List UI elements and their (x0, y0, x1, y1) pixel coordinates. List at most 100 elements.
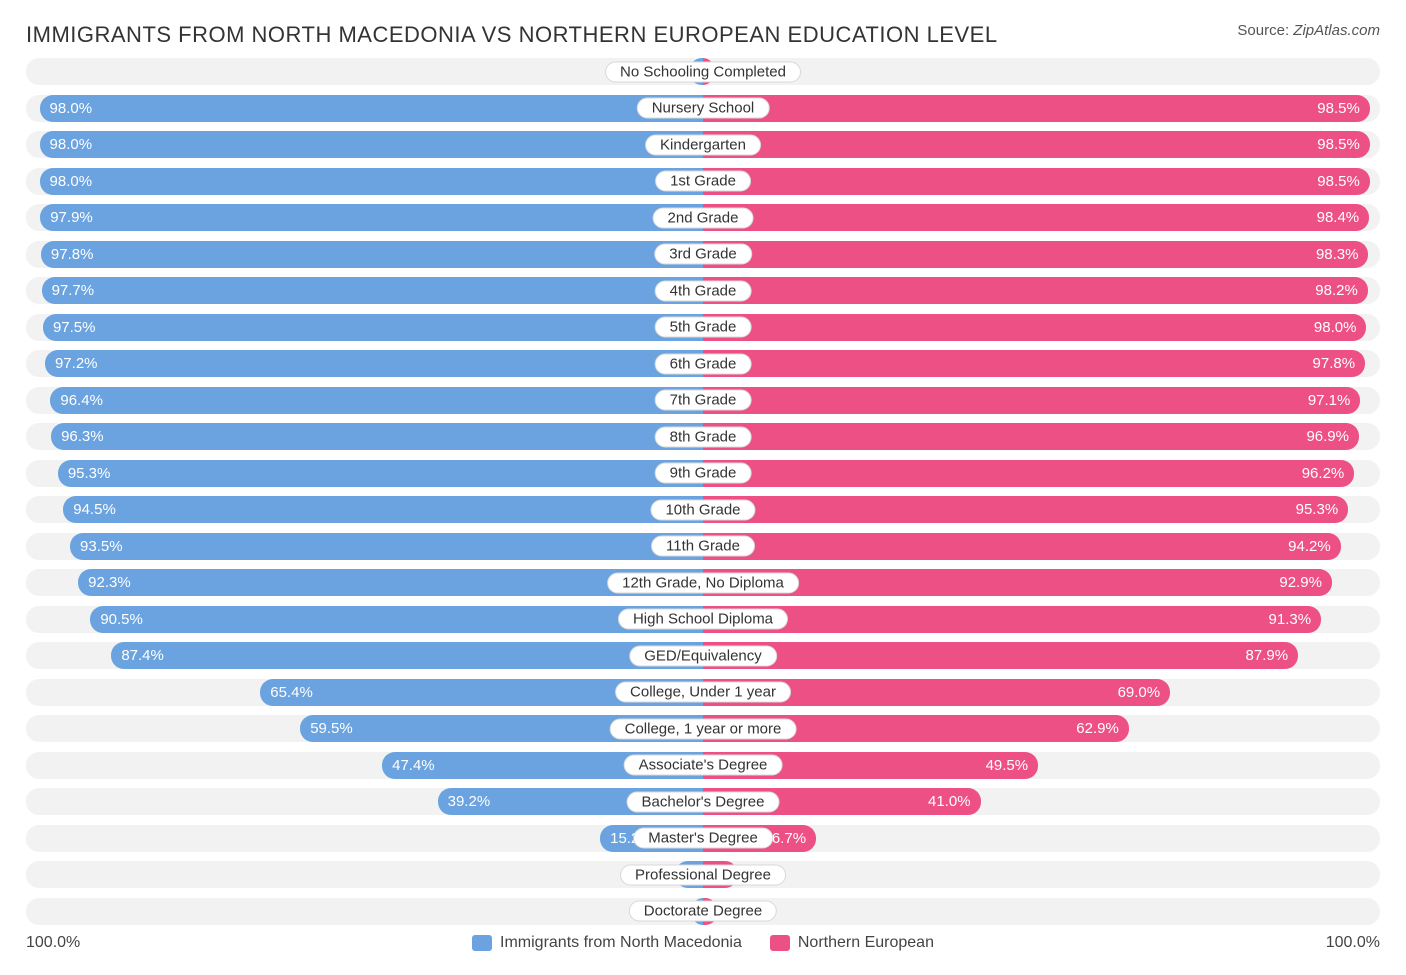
bar-right: 96.9% (703, 423, 1359, 450)
bar-left: 96.3% (51, 423, 703, 450)
bar-value-right: 91.3% (1269, 611, 1312, 628)
legend: Immigrants from North Macedonia Northern… (472, 934, 934, 952)
bar-value-left: 59.5% (310, 720, 353, 737)
row-label: College, 1 year or more (610, 718, 797, 739)
row-label: High School Diploma (618, 609, 788, 630)
row-label: Doctorate Degree (629, 901, 777, 922)
row-label: 12th Grade, No Diploma (607, 572, 799, 593)
bar-value-left: 90.5% (100, 611, 143, 628)
bar-value-right: 98.2% (1315, 282, 1358, 299)
chart-row: 59.5% 62.9% College, 1 year or more (26, 715, 1380, 742)
row-label: Master's Degree (633, 828, 773, 849)
chart-row: 97.2% 97.8% 6th Grade (26, 350, 1380, 377)
row-label: Associate's Degree (624, 755, 783, 776)
bar-value-right: 98.5% (1317, 173, 1360, 190)
source-label: Source: (1237, 22, 1293, 39)
bar-right: 96.2% (703, 460, 1354, 487)
legend-row: 100.0% Immigrants from North Macedonia N… (26, 934, 1380, 952)
bar-left: 94.5% (63, 496, 703, 523)
chart-row: 98.0% 98.5% 1st Grade (26, 168, 1380, 195)
bar-value-left: 97.8% (51, 246, 94, 263)
chart-row: 87.4%87.9%GED/Equivalency (26, 642, 1380, 669)
axis-left-max: 100.0% (26, 934, 80, 952)
bar-value-left: 93.5% (80, 538, 123, 555)
bar-value-left: 96.4% (60, 392, 103, 409)
chart-row: 96.4%97.1%7th Grade (26, 387, 1380, 414)
bar-value-right: 62.9% (1076, 720, 1119, 737)
chart-row: 39.2%41.0%Bachelor's Degree (26, 788, 1380, 815)
bar-right: 98.2% (703, 277, 1368, 304)
chart-row: 95.3% 96.2%9th Grade (26, 460, 1380, 487)
bar-left: 98.0% (40, 131, 703, 158)
bar-value-right: 98.4% (1317, 209, 1360, 226)
bar-right: 98.0% (703, 314, 1366, 341)
bar-value-right: 98.0% (1314, 319, 1357, 336)
row-label: 3rd Grade (654, 244, 752, 265)
bar-left: 98.0% (40, 168, 703, 195)
bar-value-left: 97.9% (50, 209, 93, 226)
legend-label-left: Immigrants from North Macedonia (500, 934, 742, 952)
bar-value-right: 94.2% (1288, 538, 1331, 555)
bar-right: 98.5% (703, 168, 1370, 195)
row-label: 2nd Grade (653, 207, 754, 228)
bar-value-left: 94.5% (73, 501, 116, 518)
row-label: 6th Grade (655, 353, 752, 374)
bar-value-right: 98.5% (1317, 136, 1360, 153)
chart-row: 90.5% 91.3% High School Diploma (26, 606, 1380, 633)
bar-value-left: 95.3% (68, 465, 111, 482)
chart-row: 96.3%96.9%8th Grade (26, 423, 1380, 450)
chart-row: 15.2%16.7%Master's Degree (26, 825, 1380, 852)
chart-row: 92.3%92.9%12th Grade, No Diploma (26, 569, 1380, 596)
bar-left: 95.3% (58, 460, 703, 487)
axis-right-max: 100.0% (1326, 934, 1380, 952)
bar-value-left: 47.4% (392, 757, 435, 774)
bar-right: 98.5% (703, 95, 1370, 122)
bar-right: 91.3% (703, 606, 1321, 633)
bar-right: 87.9% (703, 642, 1298, 669)
bar-value-left: 98.0% (50, 136, 93, 153)
bar-value-left: 39.2% (448, 793, 491, 810)
bar-value-right: 98.3% (1316, 246, 1359, 263)
bar-value-left: 97.5% (53, 319, 96, 336)
chart-title: IMMIGRANTS FROM NORTH MACEDONIA VS NORTH… (26, 22, 998, 48)
row-label: No Schooling Completed (605, 61, 801, 82)
bar-value-right: 41.0% (928, 793, 971, 810)
legend-item-right: Northern European (770, 934, 934, 952)
bar-value-right: 97.8% (1313, 355, 1356, 372)
row-label: 1st Grade (655, 171, 751, 192)
bar-right: 98.4% (703, 204, 1369, 231)
bar-left: 97.5% (43, 314, 703, 341)
chart-row: 93.5%94.2%11th Grade (26, 533, 1380, 560)
bar-left: 93.5% (70, 533, 703, 560)
chart-row: 97.7% 98.2% 4th Grade (26, 277, 1380, 304)
bar-value-left: 98.0% (50, 100, 93, 117)
bar-right: 94.2% (703, 533, 1341, 560)
chart-row: 97.9% 98.4% 2nd Grade (26, 204, 1380, 231)
row-label: Professional Degree (620, 864, 786, 885)
source-credit: Source: ZipAtlas.com (1237, 22, 1380, 39)
bar-left: 98.0% (40, 95, 703, 122)
row-label: 9th Grade (655, 463, 752, 484)
bar-right: 95.3% (703, 496, 1348, 523)
bar-value-left: 92.3% (88, 574, 131, 591)
row-label: College, Under 1 year (615, 682, 791, 703)
bar-right: 98.3% (703, 241, 1368, 268)
source-value: ZipAtlas.com (1293, 22, 1380, 39)
bar-value-left: 97.2% (55, 355, 98, 372)
bar-value-right: 69.0% (1118, 684, 1161, 701)
chart-row: 1.6%2.2%Doctorate Degree (26, 898, 1380, 925)
bar-left: 97.2% (45, 350, 703, 377)
bar-value-right: 95.3% (1296, 501, 1339, 518)
row-label: 5th Grade (655, 317, 752, 338)
bar-right: 97.1% (703, 387, 1360, 414)
bar-left: 96.4% (50, 387, 703, 414)
row-label: 4th Grade (655, 280, 752, 301)
chart-row: 94.5% 95.3% 10th Grade (26, 496, 1380, 523)
bar-value-left: 97.7% (52, 282, 95, 299)
row-label: 10th Grade (650, 499, 755, 520)
bar-value-left: 98.0% (50, 173, 93, 190)
chart-row: 98.0% 98.5% Kindergarten (26, 131, 1380, 158)
chart-row: 47.4%49.5%Associate's Degree (26, 752, 1380, 779)
chart-row: 4.2%5.2%Professional Degree (26, 861, 1380, 888)
row-label: Kindergarten (645, 134, 761, 155)
